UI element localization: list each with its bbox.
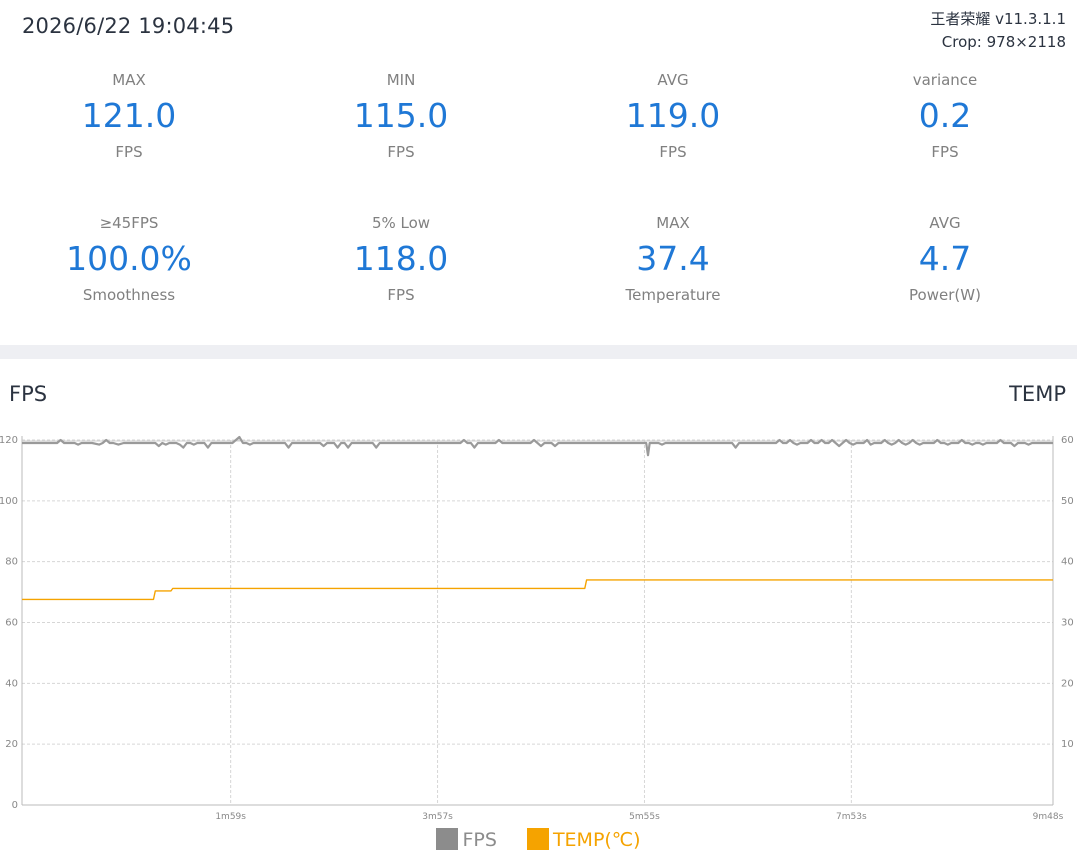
stat-label: variance [912,71,978,89]
legend-label-fps: FPS [462,829,497,851]
stat-smoothness: ≥45FPS 100.0% Smoothness [4,213,254,305]
y-right-tick-label: 40 [1061,557,1074,568]
chart-title-temp: TEMP [1009,382,1066,406]
stat-label: 5% Low [371,214,431,232]
x-tick-label: 9m48s [1033,812,1064,822]
stat-5pct-low: 5% Low 118.0 FPS [276,213,526,305]
header: 2026/6/22 19:04:45 王者荣耀 v11.3.1.1 Crop: … [0,0,1077,60]
fps-series-line [22,435,1053,457]
y-left-tick-label: 0 [12,800,18,811]
stat-value: 100.0% [66,239,192,278]
stat-value: 0.2 [918,96,972,135]
crop-size: Crop: 978×2118 [941,33,1066,51]
chart-title-fps: FPS [9,382,48,406]
stat-avg-power: AVG 4.7 Power(W) [820,213,1070,305]
stat-value: 115.0 [353,96,449,135]
stat-max-temperature: MAX 37.4 Temperature [548,213,798,305]
stat-unit: FPS [115,143,143,161]
stat-label: ≥45FPS [99,214,159,232]
stat-unit: FPS [387,286,415,304]
y-left-tick-label: 60 [5,618,18,629]
y-right-tick-label: 30 [1061,618,1074,629]
y-right-tick-label: 10 [1061,739,1074,750]
stat-variance: variance 0.2 FPS [820,70,1070,162]
stats-grid: MAX 121.0 FPS MIN 115.0 FPS AVG 119.0 FP… [0,62,1077,332]
stat-label: MAX [112,71,146,89]
y-right-tick-label: 60 [1061,435,1074,446]
legend-label-temp: TEMP(℃) [552,829,641,851]
y-left-tick-label: 100 [0,496,18,507]
app-name-version: 王者荣耀 v11.3.1.1 [930,10,1066,28]
stat-unit: Smoothness [82,286,176,304]
timestamp: 2026/6/22 19:04:45 [22,14,235,38]
stat-label: AVG [657,71,689,89]
stat-unit: FPS [931,143,959,161]
fps-temp-line-chart: 0 20 40 60 80 100 120 10 20 30 40 50 60 1m59s 3m57s 5m5… [0,435,1074,822]
y-left-tick-label: 20 [5,739,18,750]
stat-min-fps: MIN 115.0 FPS [276,70,526,162]
x-tick-label: 5m55s [629,812,660,822]
section-divider [0,345,1077,359]
stat-unit: FPS [659,143,687,161]
stat-label: MAX [656,214,690,232]
stat-value: 37.4 [636,239,710,278]
stat-label: MIN [386,71,416,89]
temp-series-line [22,579,1053,601]
y-left-tick-label: 40 [5,678,18,689]
x-tick-label: 1m59s [215,812,246,822]
stat-label: AVG [929,214,961,232]
stat-unit: FPS [387,143,415,161]
legend-swatch-temp [526,828,549,850]
stat-unit: Temperature [625,286,721,304]
x-tick-label: 7m53s [836,812,867,822]
y-left-tick-label: 80 [5,557,18,568]
legend-item-temp[interactable]: TEMP(℃) [526,828,641,851]
stat-avg-fps: AVG 119.0 FPS [548,70,798,162]
stat-unit: Power(W) [909,286,981,304]
app-info: 王者荣耀 v11.3.1.1 Crop: 978×2118 [930,8,1066,54]
legend-item-fps[interactable]: FPS [436,828,497,851]
x-tick-label: 3m57s [422,812,453,822]
stat-value: 118.0 [353,239,449,278]
stat-value: 4.7 [918,239,972,278]
y-left-tick-label: 120 [0,435,18,446]
legend-swatch-fps [436,828,459,850]
stat-value: 119.0 [625,96,721,135]
y-right-tick-label: 20 [1061,678,1074,689]
y-right-tick-label: 50 [1061,496,1074,507]
chart-legend: FPS TEMP(℃) [0,828,1077,858]
stat-max-fps: MAX 121.0 FPS [4,70,254,162]
stat-value: 121.0 [81,96,177,135]
